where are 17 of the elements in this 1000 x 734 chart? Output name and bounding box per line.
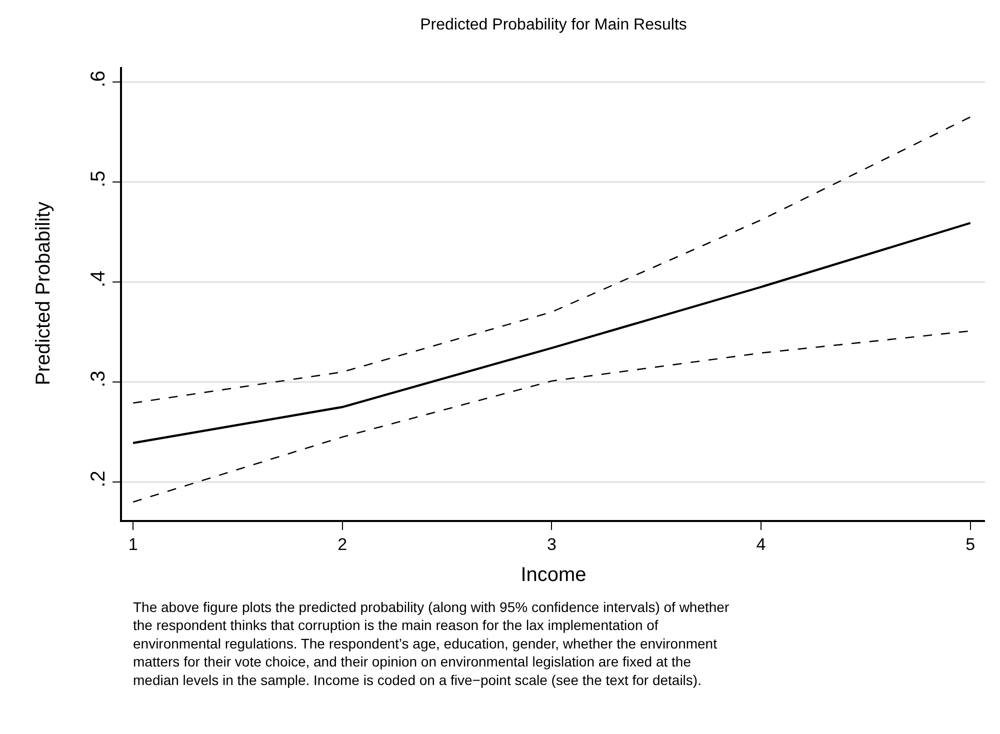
x-tick-label: 3 (546, 535, 556, 554)
text: The above figure plots the predicted probability (along with 95% confidence intervals) of whether the respondent thinks that corruption is the main reason for the lax implementation of environmental regulations. The respondent’s age, education, gender, whether the environment matters for their vote choice, and their opinion on environmental legislation are fixed at the median levels in the sample. Income is coded on a five−point scale (see the text for details). (133, 599, 730, 688)
y-tick-label: .2 (87, 470, 110, 488)
line-series (132, 222, 972, 444)
x-tick-label: 1 (128, 535, 138, 554)
chart-title: Predicted Probability for Main Results (420, 16, 687, 34)
y-tick-label: .6 (87, 70, 110, 88)
x-tick-label: 5 (966, 535, 976, 554)
x-tick-label: 2 (338, 535, 348, 554)
x-axis-title: Income (520, 564, 586, 586)
x-tick-label: 4 (756, 535, 766, 554)
y-axis-title: Predicted Probability (32, 202, 54, 386)
y-tick-label: .3 (87, 370, 110, 388)
y-tick-label: .4 (87, 270, 110, 288)
line-series (132, 330, 971, 503)
y-tick-label: .5 (87, 170, 110, 188)
line-series (132, 116, 971, 404)
